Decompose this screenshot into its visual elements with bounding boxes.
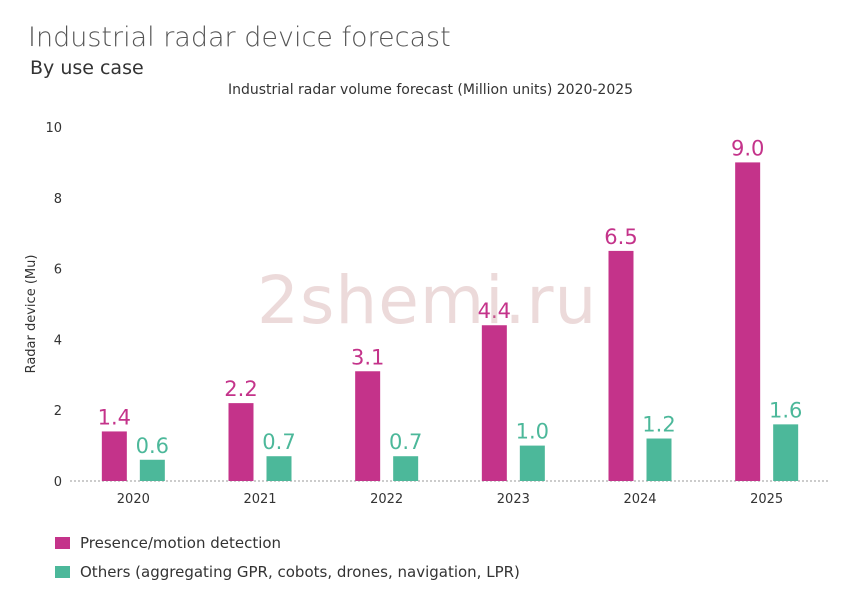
data-label-presence-2025: 9.0 bbox=[731, 136, 764, 160]
bar-presence-2024 bbox=[608, 250, 634, 481]
y-tick-label: 6 bbox=[54, 263, 62, 278]
legend-label-presence: Presence/motion detection bbox=[80, 534, 282, 552]
legend-item-others: Others (aggregating GPR, cobots, drones,… bbox=[55, 563, 520, 581]
data-label-presence-2023: 4.4 bbox=[478, 299, 511, 323]
legend-item-presence: Presence/motion detection bbox=[55, 534, 281, 552]
data-label-presence-2024: 6.5 bbox=[604, 225, 637, 249]
watermark: 2shemi.ru bbox=[257, 262, 598, 339]
data-label-others-2022: 0.7 bbox=[389, 430, 422, 454]
y-tick-label: 0 bbox=[54, 475, 62, 490]
page-subtitle: By use case bbox=[30, 57, 144, 79]
bar-others-2024 bbox=[646, 438, 672, 481]
x-tick-label-2025: 2025 bbox=[750, 492, 783, 507]
x-tick-label-2023: 2023 bbox=[497, 492, 530, 507]
x-tick-label-2021: 2021 bbox=[243, 492, 276, 507]
y-tick-label: 10 bbox=[45, 121, 62, 136]
y-axis-label: Radar device (Mu) bbox=[24, 255, 39, 374]
bar-presence-2021 bbox=[228, 403, 254, 481]
data-label-presence-2022: 3.1 bbox=[351, 345, 384, 369]
data-label-others-2020: 0.6 bbox=[136, 434, 169, 458]
legend-swatch-others bbox=[55, 566, 70, 578]
legend-label-others: Others (aggregating GPR, cobots, drones,… bbox=[80, 563, 520, 581]
bar-others-2022 bbox=[393, 456, 419, 481]
y-tick-label: 4 bbox=[54, 333, 62, 348]
x-tick-label-2022: 2022 bbox=[370, 492, 403, 507]
bar-presence-2025 bbox=[735, 162, 761, 481]
data-label-others-2025: 1.6 bbox=[769, 398, 802, 422]
x-tick-label-2020: 2020 bbox=[117, 492, 150, 507]
data-label-presence-2021: 2.2 bbox=[224, 377, 257, 401]
bar-presence-2023 bbox=[481, 325, 507, 481]
bar-others-2021 bbox=[266, 456, 292, 481]
bar-others-2023 bbox=[519, 445, 545, 481]
bar-others-2025 bbox=[773, 424, 799, 481]
bar-others-2020 bbox=[139, 459, 165, 481]
y-tick-label: 8 bbox=[54, 192, 62, 207]
x-tick-label-2024: 2024 bbox=[623, 492, 656, 507]
legend-swatch-presence bbox=[55, 537, 70, 549]
bar-presence-2020 bbox=[101, 431, 127, 481]
chart-title: Industrial radar volume forecast (Millio… bbox=[227, 82, 634, 98]
bar-presence-2022 bbox=[355, 371, 381, 481]
data-label-others-2024: 1.2 bbox=[642, 413, 675, 437]
data-label-presence-2020: 1.4 bbox=[98, 405, 131, 429]
y-tick-label: 2 bbox=[54, 404, 62, 419]
data-label-others-2023: 1.0 bbox=[516, 420, 549, 444]
page-title: Industrial radar device forecast bbox=[28, 22, 451, 53]
data-label-others-2021: 0.7 bbox=[262, 430, 295, 454]
